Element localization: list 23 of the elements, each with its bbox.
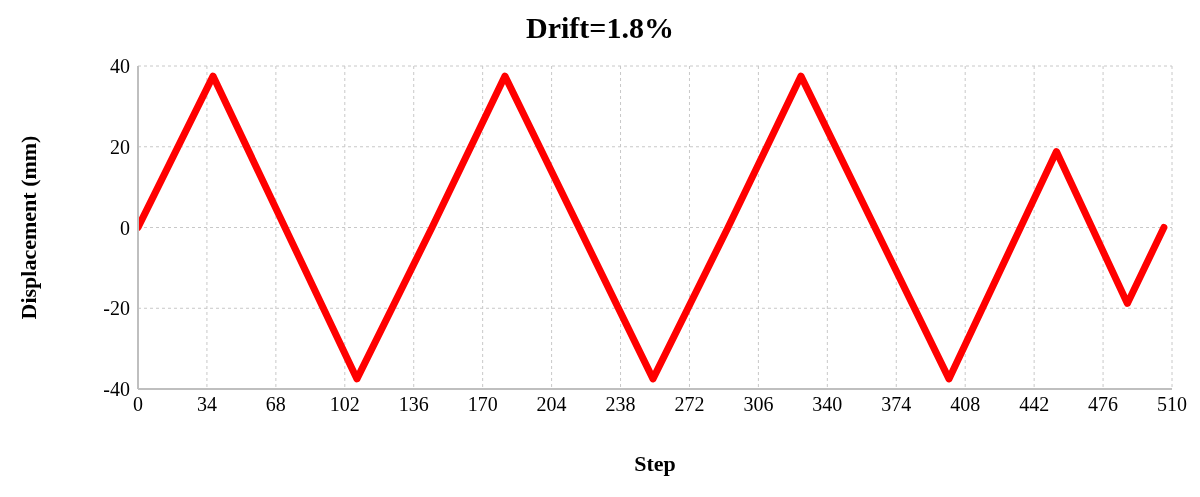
y-tick-label: 20 xyxy=(110,135,130,158)
x-tick-label: 374 xyxy=(881,393,912,416)
x-tick-label: 170 xyxy=(467,393,498,416)
y-tick-label: 0 xyxy=(120,216,130,239)
x-tick-label: 442 xyxy=(1019,393,1050,416)
y-axis-title: Displacement (mm) xyxy=(15,135,41,320)
x-tick-label: 204 xyxy=(536,393,567,416)
x-tick-label: 510 xyxy=(1157,393,1187,416)
x-tick-label: 34 xyxy=(196,393,217,416)
x-tick-label: 306 xyxy=(743,393,774,416)
chart-title: Drift=1.8% xyxy=(525,10,675,46)
y-tick-label: -20 xyxy=(103,297,130,320)
x-tick-label: 476 xyxy=(1088,393,1119,416)
x-tick-label: 68 xyxy=(265,393,286,416)
y-tick-label: -40 xyxy=(103,378,130,401)
x-tick-label: 238 xyxy=(605,393,636,416)
x-tick-label: 408 xyxy=(950,393,981,416)
y-tick-label: 40 xyxy=(110,55,130,78)
x-tick-label: 102 xyxy=(329,393,360,416)
x-tick-label: 272 xyxy=(674,393,705,416)
x-tick-label: 136 xyxy=(398,393,429,416)
x-axis-title: Step xyxy=(634,451,676,476)
x-tick-label: 340 xyxy=(812,393,843,416)
